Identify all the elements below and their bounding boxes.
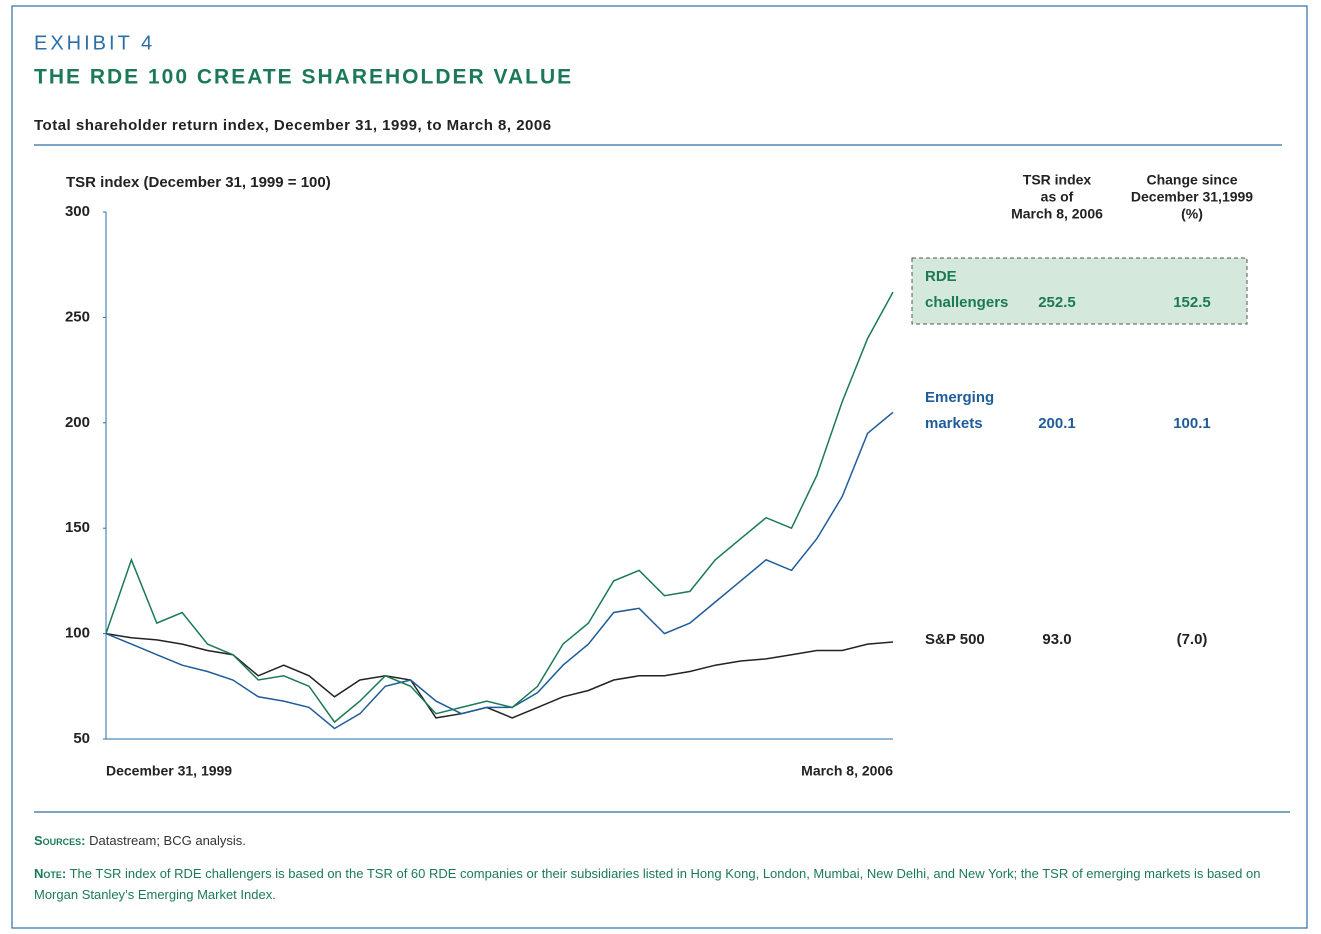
row-index: 252.5: [1038, 294, 1076, 311]
title: THE RDE 100 CREATE SHAREHOLDER VALUE: [34, 66, 573, 89]
series-line: [105, 632, 894, 719]
frame: [11, 5, 1308, 929]
row-label: challengers: [925, 294, 1008, 311]
y-tick-label: 150: [65, 519, 90, 536]
y-tick-label: 100: [65, 625, 90, 642]
x-tick-label: March 8, 2006: [801, 763, 893, 779]
note-text: The TSR index of RDE challengers is base…: [34, 866, 1261, 902]
row-change: 100.1: [1173, 415, 1211, 432]
row-label: markets: [925, 415, 983, 432]
sources-text: Datastream; BCG analysis.: [89, 833, 246, 848]
exhibit: EXHIBIT 4: [34, 32, 155, 54]
sources: Sources: Datastream; BCG analysis.: [34, 830, 1289, 851]
row-change: (7.0): [1177, 631, 1208, 648]
series-line: [105, 291, 894, 724]
row-index: 93.0: [1042, 631, 1071, 648]
y-tick-label: 50: [73, 730, 90, 747]
table-header: (%): [1181, 206, 1203, 222]
table-header: TSR index: [1023, 172, 1092, 188]
row-change: 152.5: [1173, 294, 1211, 311]
row-label: RDE: [925, 268, 957, 285]
table-header: December 31,1999: [1131, 189, 1253, 205]
table-header: as of: [1041, 189, 1074, 205]
table-header: March 8, 2006: [1011, 206, 1103, 222]
highlight-box: [911, 257, 1248, 325]
y-axis-label: TSR index (December 31, 1999 = 100): [66, 174, 331, 191]
note-label: Note:: [34, 866, 67, 881]
row-index: 200.1: [1038, 415, 1076, 432]
y-tick-label: 250: [65, 308, 90, 325]
x-tick-label: December 31, 1999: [106, 763, 232, 779]
series-line: [105, 411, 894, 730]
y-tick-label: 200: [65, 414, 90, 431]
row-label: Emerging: [925, 389, 994, 406]
row-label: S&P 500: [925, 631, 985, 648]
y-tick-label: 300: [65, 203, 90, 220]
sources-label: Sources:: [34, 833, 86, 848]
note: Note: The TSR index of RDE challengers i…: [34, 863, 1289, 905]
subtitle: Total shareholder return index, December…: [34, 117, 552, 134]
table-header: Change since: [1146, 172, 1237, 188]
